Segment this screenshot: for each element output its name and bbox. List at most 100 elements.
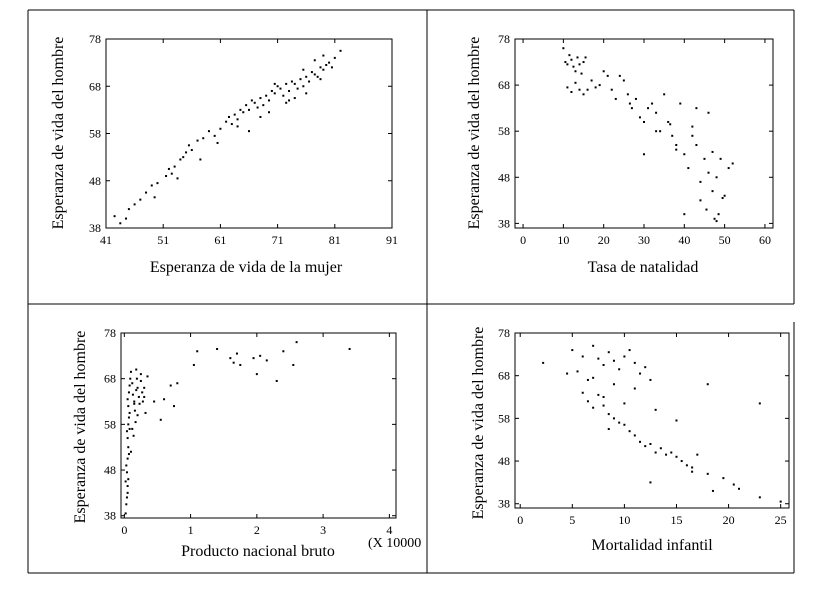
data-point [618,421,621,424]
data-point [127,391,130,394]
data-point [606,74,609,77]
data-point [643,153,645,156]
data-point [581,391,584,394]
data-point [131,382,134,385]
data-point [612,359,615,362]
data-point [288,89,291,92]
x-axis-label: Mortalidad infantil [591,537,713,554]
x-tick-label: 1 [188,523,194,537]
data-point [216,347,219,350]
tick-marks: 0 1 2 3 4 38 48 58 68 78 [104,326,396,537]
data-point [578,63,581,66]
data-point [644,445,647,448]
data-point [262,104,265,107]
x-axis-label: Tasa de natalidad [588,259,699,276]
data-point [732,483,735,486]
data-point [630,107,633,110]
data-point [308,80,311,83]
data-point [144,411,147,414]
data-point [322,54,325,57]
data-point [663,93,666,96]
y-tick-label: 78 [498,326,510,340]
data-point [665,453,668,456]
data-point [592,376,595,379]
data-point [654,408,657,411]
data-point [133,400,136,403]
x-tick-label: 41 [100,233,112,247]
x-tick-label: 5 [569,513,575,527]
x-tick-label: 15 [670,513,682,527]
data-point [216,141,219,144]
data-point [649,442,652,445]
data-point [659,447,662,450]
data-point [305,75,308,78]
data-point [131,427,134,430]
data-point [669,123,672,126]
data-point [124,512,127,515]
data-point [131,393,134,396]
data-point [265,359,268,362]
data-point [143,395,146,398]
y-tick-label: 58 [89,127,101,141]
data-point [542,361,545,364]
data-point [667,120,670,123]
y-tick-label: 78 [89,32,101,46]
data-point [179,158,182,161]
data-point [273,92,276,95]
y-tick-label: 58 [104,417,116,431]
data-point [571,349,574,352]
x-tick-label: 71 [272,233,284,247]
data-point [252,357,255,360]
y-tick-label: 38 [89,221,101,235]
data-point [626,93,629,96]
data-point [570,91,573,94]
data-point [659,130,662,133]
data-point [574,70,577,73]
data-point [253,101,256,104]
data-point [628,349,631,352]
data-point [156,182,159,185]
data-point [633,361,636,364]
data-point [580,72,583,75]
x-tick-label: 61 [214,233,226,247]
data-point [670,451,673,454]
data-point [268,99,271,102]
y-tick-label: 68 [89,79,101,93]
x-tick-label: 51 [157,233,169,247]
data-point [302,68,305,71]
data-point [150,184,153,187]
data-point [602,70,605,73]
data-point [649,481,652,484]
data-point [129,377,132,380]
data-point [125,217,128,220]
data-point [229,357,232,360]
data-point [578,88,581,91]
data-point [141,400,144,403]
data-point [196,139,199,142]
data-point [680,460,683,463]
data-point [285,82,288,85]
y-tick-label: 48 [104,463,116,477]
data-point [259,115,262,118]
data-point [129,370,132,373]
data-point [227,115,230,118]
data-point [167,167,170,170]
data-point [310,71,313,74]
data-point [649,378,652,381]
data-point [723,194,726,197]
data-point [145,191,148,194]
data-point [758,496,761,499]
y-tick-label: 78 [104,326,116,340]
data-point [170,172,173,175]
data-point [737,487,740,490]
data-point [139,379,142,382]
data-point [597,357,600,360]
data-point [586,378,589,381]
y-tick-label: 48 [498,170,510,184]
plot-frame [120,332,397,519]
data-points [542,344,782,503]
data-point [339,49,342,52]
data-point [719,157,722,160]
data-point [713,217,716,220]
data-point [707,111,710,114]
